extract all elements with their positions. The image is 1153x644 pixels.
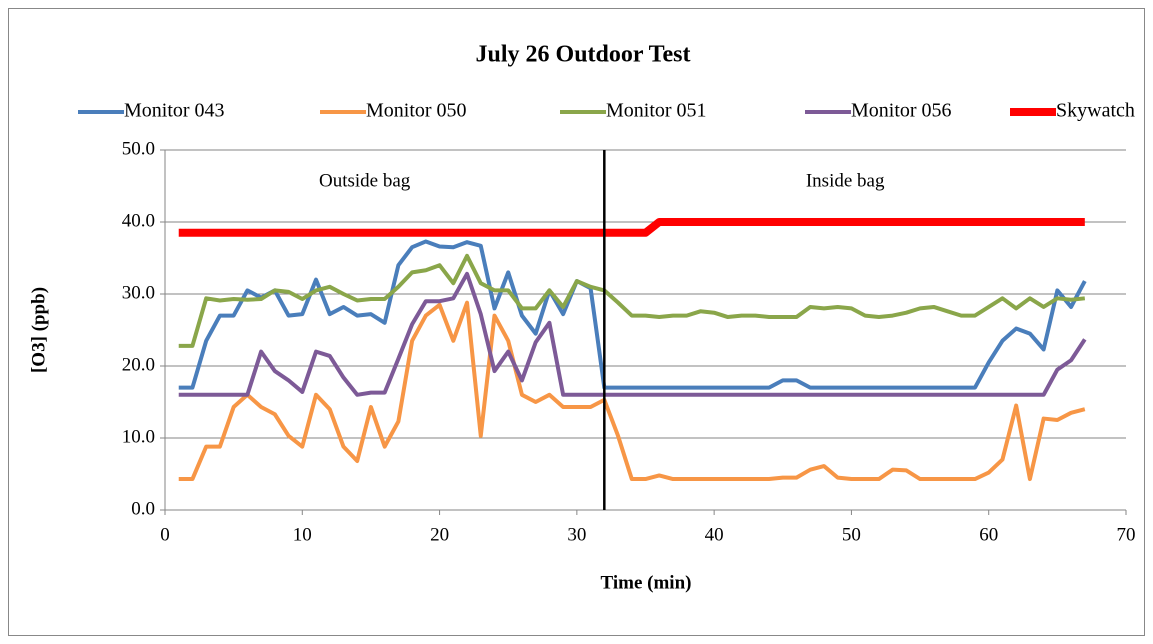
legend-label: Monitor 051: [606, 100, 707, 122]
x-tick-label: 30: [567, 524, 586, 545]
x-tick-label: 60: [979, 524, 998, 545]
legend-label: Monitor 050: [366, 100, 467, 122]
chart-title: July 26 Outdoor Test: [476, 42, 691, 68]
data-line: [178, 239, 1087, 390]
annotation: Inside bag: [806, 170, 885, 191]
data-line: [178, 218, 1085, 237]
y-tick-label: 20.0: [122, 354, 155, 375]
annotation: Outside bag: [319, 170, 411, 191]
y-tick-label: 10.0: [122, 426, 155, 447]
legend-label: Skywatch: [1056, 100, 1135, 122]
x-tick-label: 0: [160, 524, 170, 545]
x-tick-label: 40: [705, 524, 724, 545]
y-tick-label: 30.0: [122, 282, 155, 303]
legend-label: Monitor 056: [851, 100, 952, 122]
y-tick-label: 0.0: [131, 498, 155, 519]
x-tick-label: 20: [430, 524, 449, 545]
y-tick-label: 40.0: [122, 210, 155, 231]
data-line: [178, 300, 1086, 482]
data-line: [178, 271, 1087, 397]
data-line: [178, 253, 1086, 348]
x-axis-label: Time (min): [601, 572, 692, 593]
legend-label: Monitor 043: [124, 100, 225, 122]
y-axis-label: [O3] (ppb): [28, 287, 49, 373]
x-tick-label: 10: [293, 524, 312, 545]
y-tick-label: 50.0: [122, 138, 155, 159]
x-tick-label: 50: [842, 524, 861, 545]
x-tick-label: 70: [1117, 524, 1136, 545]
